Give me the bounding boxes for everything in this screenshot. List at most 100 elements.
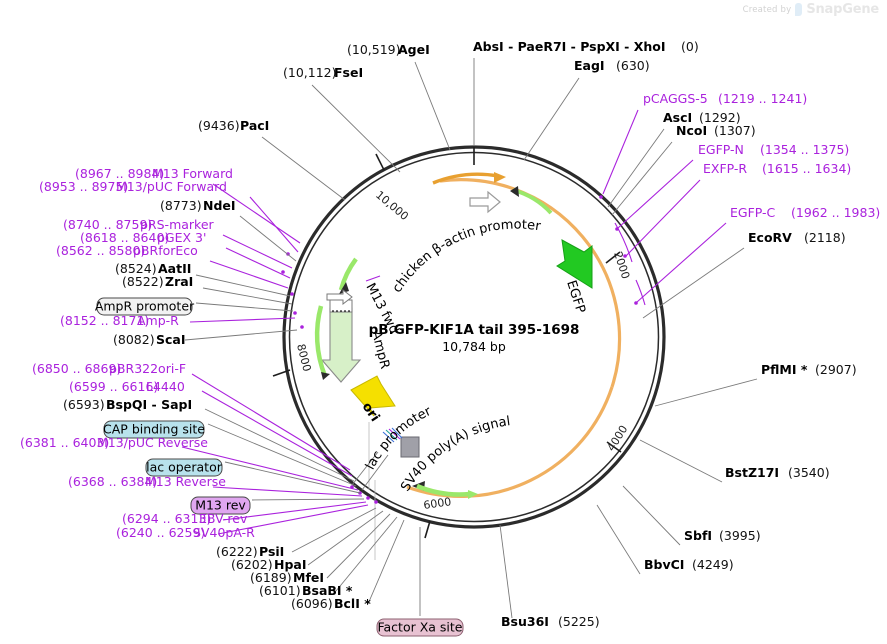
label-psii[interactable]: (6222) PsiI <box>216 544 284 559</box>
label-position: (8773) <box>160 198 202 213</box>
leader-lines <box>181 58 758 619</box>
badge-ampr-promoter[interactable]: AmpR promoter <box>95 297 195 316</box>
badge-cap-binding-site[interactable]: CAP binding site <box>103 420 205 439</box>
label-ebv-rev[interactable]: (6294 .. 6313)EBV-rev <box>122 511 248 526</box>
label-m13-forward[interactable]: (8967 .. 8984)M13 Forward <box>75 166 233 181</box>
plasmid-size: 10,784 bp <box>442 339 506 354</box>
label-name: SV40pA-R <box>193 525 255 540</box>
label-pflmi[interactable]: PflMI * (2907) <box>761 362 857 377</box>
label-position: (8522) <box>122 274 164 289</box>
label-position: (8953 .. 8975) <box>39 179 128 194</box>
label-position: (6189) <box>250 570 292 585</box>
label-name: M13 Forward <box>152 166 233 181</box>
label-absi-paer7i-pspxi-xhoi[interactable]: AbsI - PaeR7I - PspXI - XhoI (0) <box>473 39 699 54</box>
label-bstz17i[interactable]: BstZ17I (3540) <box>725 465 830 480</box>
label-egfp-n[interactable]: EGFP-N (1354 .. 1375) <box>698 142 849 157</box>
label-position: (6381 .. 6403) <box>20 435 109 450</box>
label-position: (6368 .. 6384) <box>68 474 157 489</box>
label-l4440[interactable]: (6599 .. 6616)L4440 <box>69 379 185 394</box>
badge-label: CAP binding site <box>103 422 205 437</box>
label-bbvci[interactable]: BbvCI (4249) <box>644 557 734 572</box>
label-position: (8967 .. 8984) <box>75 166 164 181</box>
label-position: (6593) <box>63 397 105 412</box>
badge-factor-xa-site[interactable]: Factor Xa site <box>376 618 464 637</box>
badge-lac-operator[interactable]: lac operator <box>145 458 223 477</box>
label-name: PsiI <box>259 544 284 559</box>
label-name: NdeI <box>203 198 236 213</box>
label-m13-reverse[interactable]: (6368 .. 6384)M13 Reverse <box>68 474 226 489</box>
label-pbrforeco[interactable]: (8562 .. 8580)pBRforEco <box>56 243 198 258</box>
label-position: (1962 .. 1983) <box>791 205 880 220</box>
label-name: Bsu36I <box>501 614 549 629</box>
label-ecorv[interactable]: EcoRV (2118) <box>748 230 846 245</box>
badge-bg <box>103 420 205 439</box>
label-pgex-3[interactable]: (8618 .. 8640)pGEX 3' <box>80 230 206 245</box>
label-eagi[interactable]: EagI (630) <box>574 58 650 73</box>
label-hpai[interactable]: (6202) HpaI <box>231 557 307 572</box>
label-name: M13/pUC Forward <box>116 179 227 194</box>
label-ncoi[interactable]: NcoI (1307) <box>676 123 756 138</box>
badge-m13-rev[interactable]: M13 rev <box>190 496 251 515</box>
label-name: AatII <box>158 261 191 276</box>
label-bspqi-sapi[interactable]: (6593) BspQI - SapI <box>63 397 192 412</box>
label-name: EagI <box>574 58 605 73</box>
label-agei[interactable]: (10,519)AgeI <box>347 42 430 57</box>
label-paci[interactable]: (9436) PacI <box>198 118 269 133</box>
label-sv40pa-r[interactable]: (6240 .. 6259)SV40pA-R <box>116 525 255 540</box>
label-amp-r[interactable]: (8152 .. 8171)Amp-R <box>60 313 179 328</box>
label-position: (6101) <box>259 583 301 598</box>
label-ndei[interactable]: (8773) NdeI <box>160 198 236 213</box>
label-name: Amp-R <box>137 313 179 328</box>
label-sbfi[interactable]: SbfI (3995) <box>684 528 761 543</box>
label-prs-marker[interactable]: (8740 .. 8759)pRS-marker <box>63 217 215 232</box>
plasmid-name: pB.GFP-KIF1A tail 395-1698 <box>369 322 580 338</box>
label-position: (6202) <box>231 557 273 572</box>
label-name: pGEX 3' <box>157 230 206 245</box>
badge-label: AmpR promoter <box>95 299 195 314</box>
segment-label-chicken-beta-actin-promoter: chicken β-actin promoter <box>390 217 542 295</box>
label-exfp-r[interactable]: EXFP-R (1615 .. 1634) <box>703 161 851 176</box>
label-name: EXFP-R <box>703 161 747 176</box>
label-position: (10,112) <box>283 65 337 80</box>
label-bsu36i[interactable]: Bsu36I (5225) <box>501 614 600 629</box>
label-position: (8082) <box>113 332 155 347</box>
feature-arrows <box>314 172 593 499</box>
label-position: (8740 .. 8759) <box>63 217 152 232</box>
label-m13-puc-reverse[interactable]: (6381 .. 6403)M13/pUC Reverse <box>20 435 208 450</box>
snapgene-logo-icon <box>795 3 803 16</box>
label-zrai[interactable]: (8522) ZraI <box>122 274 193 289</box>
label-position: (6240 .. 6259) <box>116 525 205 540</box>
radial-leaders <box>368 422 376 560</box>
label-position: (6096) <box>291 596 333 611</box>
feature-ticks <box>281 195 638 504</box>
label-bcli[interactable]: (6096) BclI * <box>291 596 371 611</box>
badge-layer: AmpR promoter CAP binding site lac operato… <box>95 297 464 637</box>
label-aatii[interactable]: (8524) AatII <box>115 261 191 276</box>
label-asci[interactable]: AscI (1292) <box>663 110 741 125</box>
label-position: (4249) <box>692 557 734 572</box>
label-egfp-c[interactable]: EGFP-C (1962 .. 1983) <box>730 205 880 220</box>
label-pcaggs-5[interactable]: pCAGGS-5 (1219 .. 1241) <box>643 91 807 106</box>
label-position: (6850 .. 6869) <box>32 361 121 376</box>
label-bsabi[interactable]: (6101) BsaBI * <box>259 583 353 598</box>
label-name: AbsI - PaeR7I - PspXI - XhoI <box>473 39 666 54</box>
label-scai[interactable]: (8082) ScaI <box>113 332 186 347</box>
label-name: EBV-rev <box>199 511 248 526</box>
feature-spans <box>365 222 646 306</box>
label-name: EcoRV <box>748 230 792 245</box>
label-name: L4440 <box>146 379 185 394</box>
label-mfei[interactable]: (6189) MfeI <box>250 570 324 585</box>
label-m13-puc-forward[interactable]: (8953 .. 8975)M13/pUC Forward <box>39 179 227 194</box>
ruler-ticks <box>272 147 622 539</box>
label-position: (1354 .. 1375) <box>760 142 849 157</box>
label-name: pBR322ori-F <box>109 361 186 376</box>
watermark-created-text: Created by <box>742 4 792 15</box>
label-layer: AbsI - PaeR7I - PspXI - XhoI (0) EagI (630)… <box>20 39 880 629</box>
label-fsei[interactable]: (10,112)FseI <box>283 65 363 80</box>
label-position: (1292) <box>699 110 741 125</box>
label-position: (6222) <box>216 544 258 559</box>
label-position: (630) <box>616 58 650 73</box>
label-pbr322ori-f[interactable]: (6850 .. 6869)pBR322ori-F <box>32 361 186 376</box>
